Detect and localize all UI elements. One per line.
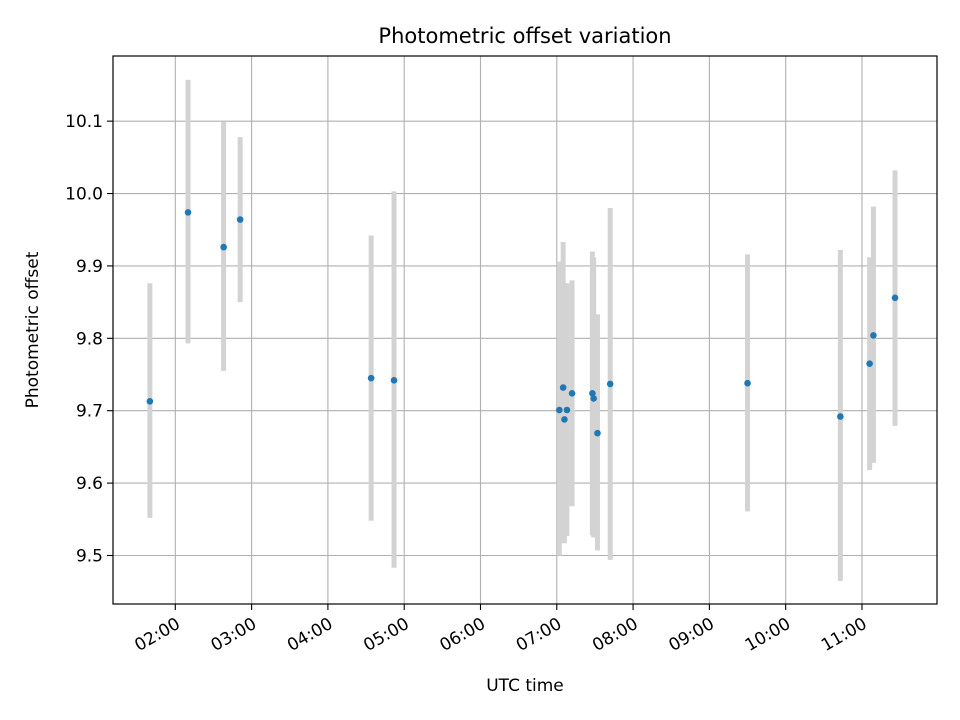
data-point — [236, 216, 244, 223]
data-point — [561, 416, 568, 423]
y-tick-label: 10.0 — [65, 185, 103, 205]
y-tick-label: 9.5 — [76, 546, 103, 566]
data-point — [568, 390, 576, 397]
data-point — [146, 398, 154, 405]
y-tick-label: 10.1 — [65, 112, 103, 132]
y-tick-label: 9.9 — [76, 257, 103, 277]
data-point — [891, 294, 899, 302]
data-point — [837, 413, 844, 420]
y-axis-ticks: 9.5 9.6 9.7 9.8 9.9 10.0 10.1 — [65, 112, 113, 566]
y-tick-label: 9.8 — [76, 329, 103, 349]
data-point — [594, 429, 601, 437]
data-point — [870, 332, 877, 339]
y-axis-label: Photometric offset — [23, 251, 43, 408]
data-point — [367, 374, 375, 382]
grid — [113, 56, 937, 604]
plot-area-frame — [112, 55, 938, 605]
data-point — [563, 406, 571, 414]
y-tick-label: 9.6 — [76, 474, 103, 494]
data-point — [220, 243, 227, 251]
data-point — [589, 390, 596, 397]
data-point — [184, 209, 192, 216]
x-axis-label: UTC time — [486, 676, 564, 696]
data-point — [606, 380, 614, 388]
data-point — [559, 384, 567, 391]
data-point — [390, 377, 398, 384]
data-point — [866, 360, 873, 367]
data-point — [556, 406, 563, 414]
data-point — [744, 379, 751, 387]
data-point — [590, 395, 597, 402]
y-tick-label: 9.7 — [76, 402, 103, 422]
data-points — [146, 209, 899, 437]
chart-title: Photometric offset variation — [378, 24, 671, 48]
